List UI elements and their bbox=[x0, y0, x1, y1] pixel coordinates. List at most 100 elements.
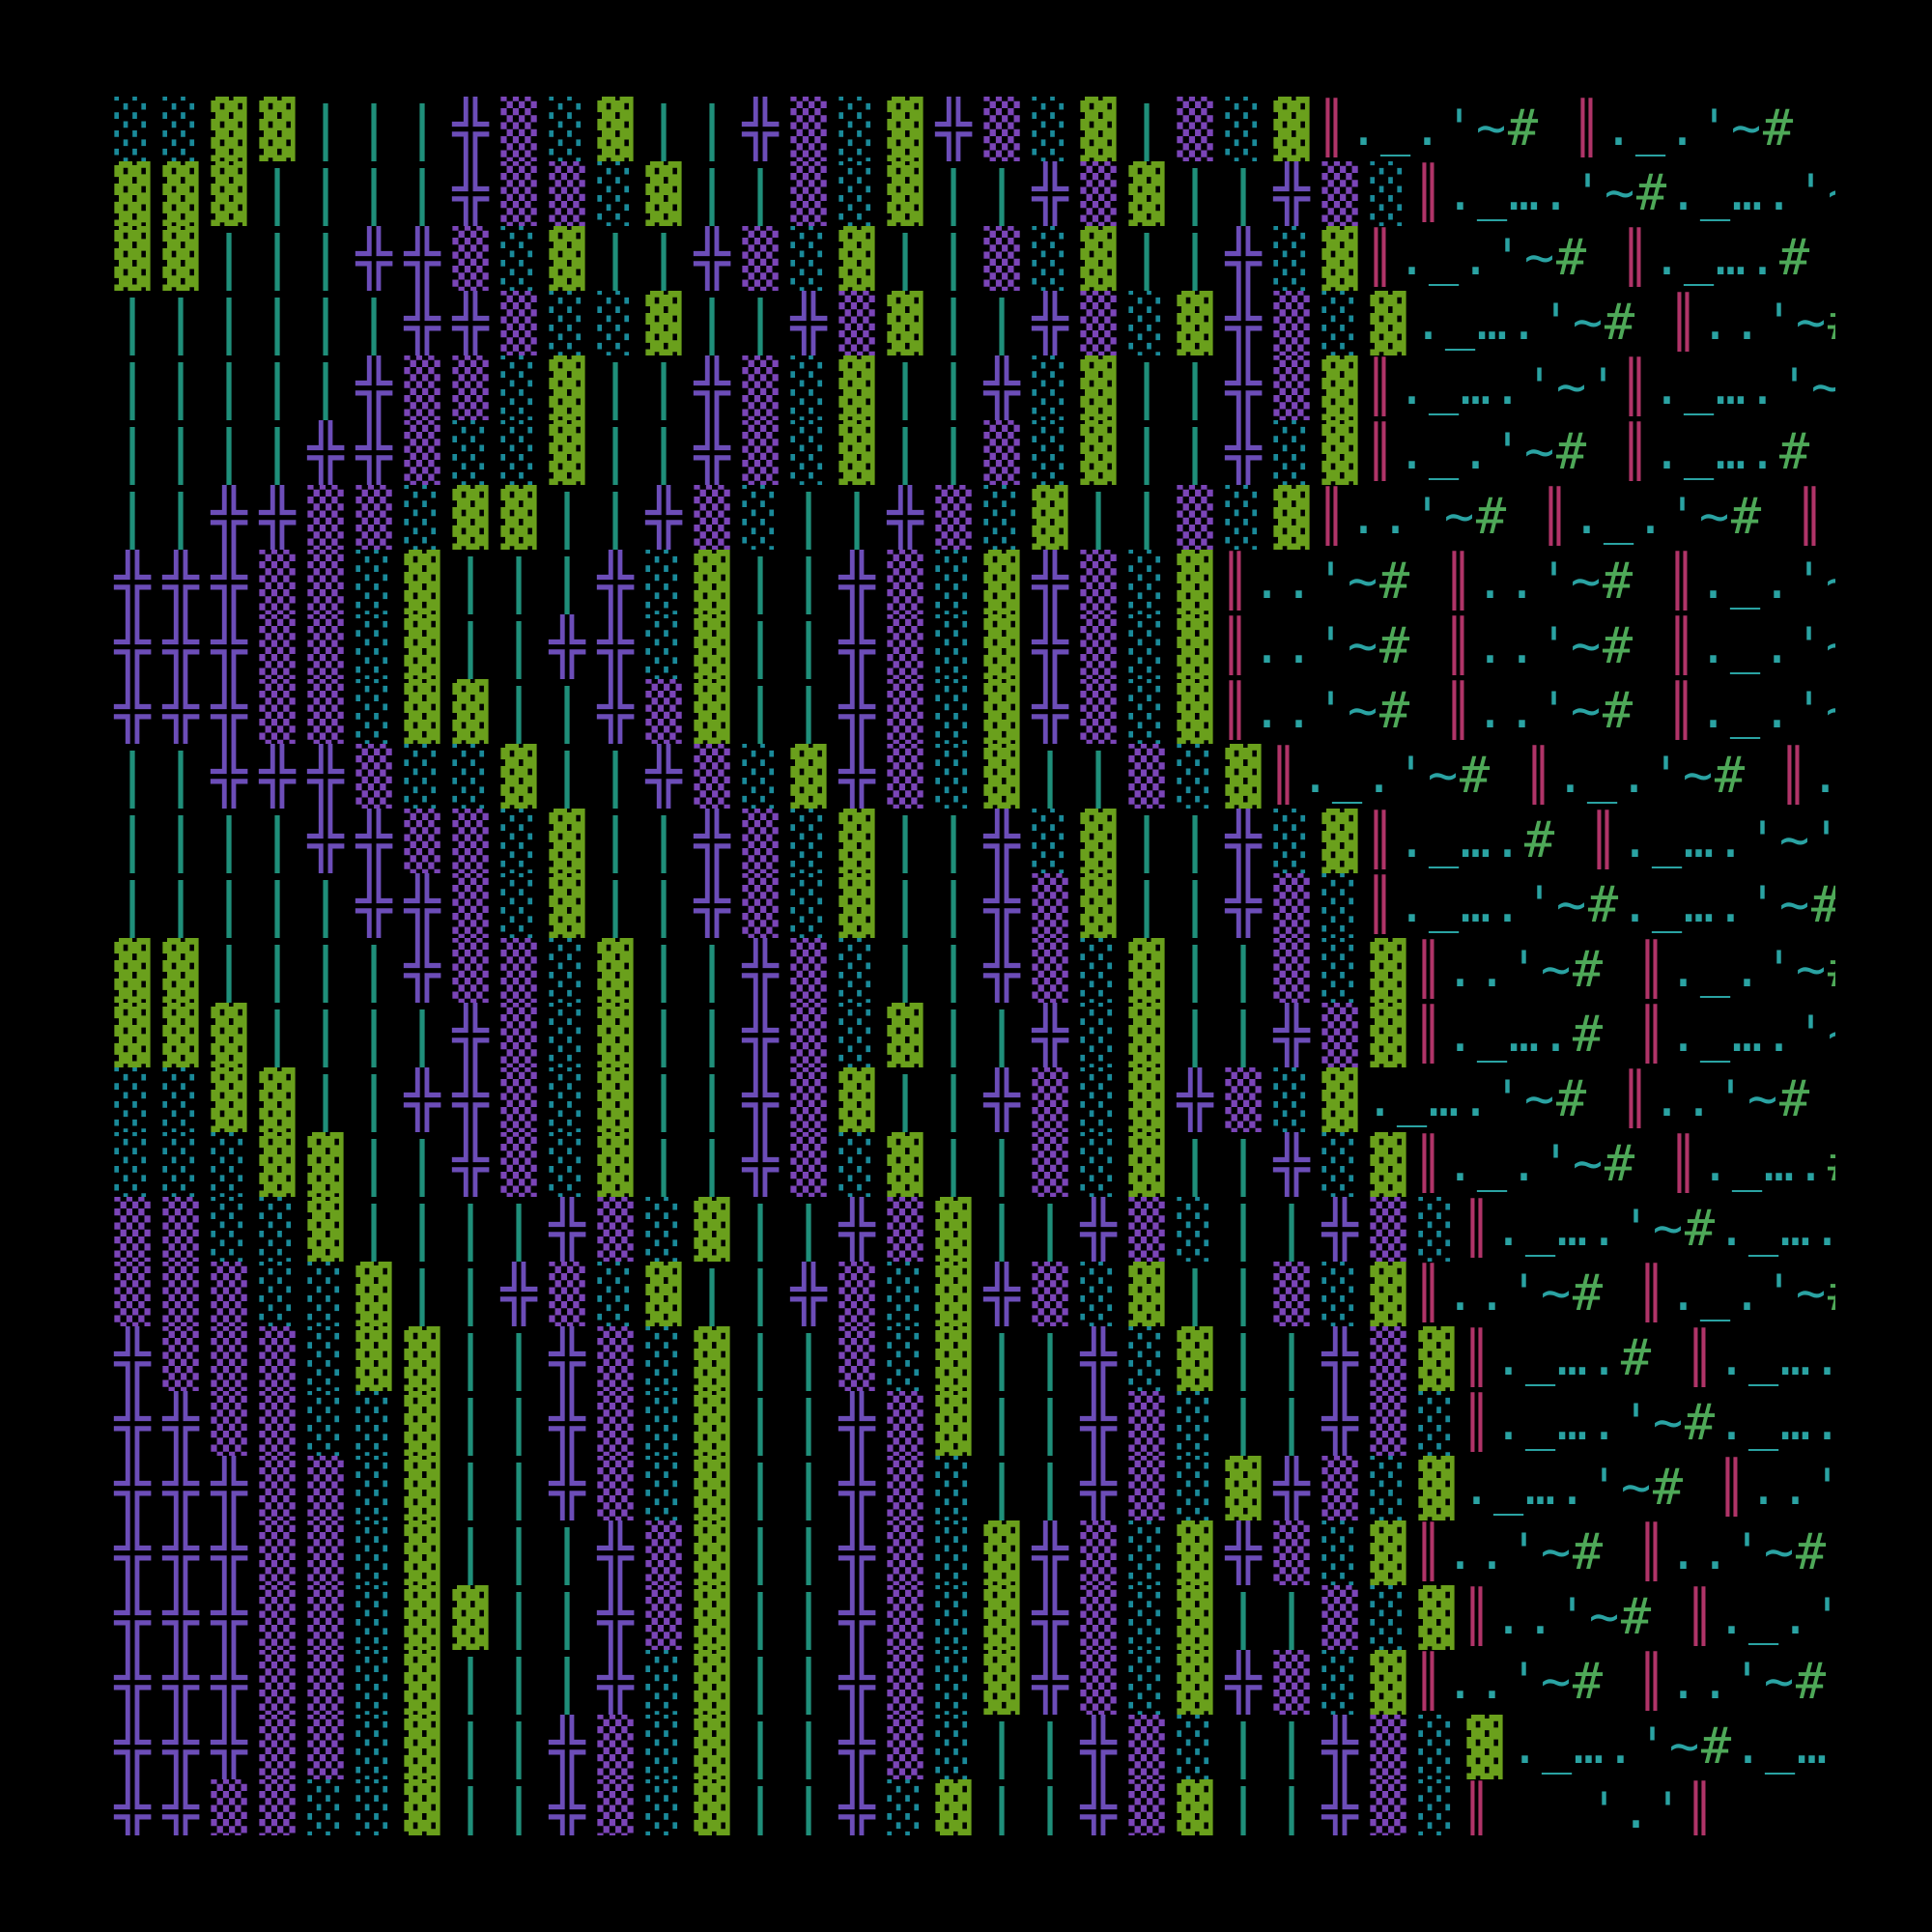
glyph: ▓ bbox=[1321, 809, 1358, 873]
glyph: | bbox=[935, 420, 972, 485]
glyph: | bbox=[500, 1715, 537, 1779]
glyph: . bbox=[1779, 1588, 1811, 1646]
glyph: ▓ bbox=[1128, 1003, 1165, 1067]
glyph: ╬ bbox=[1032, 161, 1068, 226]
glyph: ▒ bbox=[1128, 1456, 1165, 1520]
glyph: . bbox=[1492, 1394, 1524, 1452]
glyph: ▓ bbox=[1177, 679, 1213, 744]
glyph: . bbox=[1716, 1329, 1747, 1387]
glyph: ▓ bbox=[694, 1326, 730, 1391]
glyph: ▓ bbox=[983, 1650, 1020, 1715]
glyph: | bbox=[694, 1262, 730, 1326]
glyph: . bbox=[1731, 1264, 1763, 1322]
glyph: | bbox=[1177, 420, 1213, 485]
glyph: ▓ bbox=[1128, 1132, 1165, 1197]
text-run: ║._….# ║._….'~'║._….'~# ║. bbox=[1412, 1006, 1835, 1064]
glyph: ║ bbox=[1665, 553, 1697, 611]
glyph: ▓ bbox=[694, 679, 730, 744]
glyph: ░ bbox=[404, 485, 440, 550]
glyph: ▒ bbox=[887, 614, 923, 679]
glyph: ▒ bbox=[1321, 1585, 1358, 1650]
glyph: | bbox=[887, 938, 923, 1003]
glyph: ▓ bbox=[1080, 355, 1117, 420]
glyph: ╬ bbox=[1080, 1456, 1117, 1520]
glyph: _ bbox=[1428, 811, 1460, 869]
glyph: ░ bbox=[645, 1391, 682, 1456]
text-run: ║..'~# ║..'~# ║._.'~# ║._….' bbox=[1219, 617, 1835, 675]
glyph: | bbox=[645, 420, 682, 485]
block-run: ╬ ╬ ▒ ▒ ░ ░ ▓ | | ╬ ▒ ░ ▓ | | ╬ ░ ▓ | | ╬ ▒ ▓ | | ╬ ▒ ░ bbox=[108, 1779, 1461, 1835]
block-run: ╬ ╬ ▒ ▒ ░ ░ ▓ | | ╬ ▒ ░ ▓ | | ╬ ▒ ▓ | | ╬ ▒ ░ | | ╬ ▒ ░ bbox=[108, 1391, 1461, 1456]
glyph: # bbox=[1507, 99, 1539, 157]
glyph: ╬ bbox=[404, 1067, 440, 1132]
glyph: | bbox=[162, 420, 199, 485]
glyph: ▒ bbox=[983, 420, 1020, 485]
glyph: ▒ bbox=[452, 809, 489, 873]
glyph: | bbox=[1177, 355, 1213, 420]
glyph: ▒ bbox=[1177, 485, 1213, 550]
glyph: ▒ bbox=[500, 97, 537, 161]
glyph: ╬ bbox=[597, 614, 634, 679]
glyph: ▓ bbox=[162, 938, 199, 1003]
glyph: ▓ bbox=[162, 226, 199, 291]
glyph: ╬ bbox=[838, 744, 875, 809]
glyph: ▓ bbox=[694, 1456, 730, 1520]
glyph: ▒ bbox=[1080, 291, 1117, 355]
glyph: . bbox=[1716, 1588, 1747, 1646]
glyph: ' bbox=[1540, 1135, 1572, 1193]
glyph: ~ bbox=[1825, 679, 1835, 744]
glyph: … bbox=[1731, 1006, 1763, 1064]
block-run: ╬ ╬ ╬ ▒ ▒ ░ ▓ | | | ╬ ░ ▓ | | ╬ ▒ ░ ▓ ╬ ▒ ░ ▓ ╬ ▒ ░ ▓ bbox=[108, 1650, 1412, 1715]
glyph: | bbox=[597, 744, 634, 809]
text-run: ║..'~# ║._.'~# ║._….'~# bbox=[1412, 1264, 1835, 1322]
glyph: | bbox=[887, 420, 923, 485]
glyph: ' bbox=[1540, 294, 1572, 352]
glyph: | bbox=[645, 97, 682, 161]
glyph: ~ bbox=[1555, 876, 1587, 934]
glyph: ░ bbox=[1177, 744, 1213, 809]
glyph: ░ bbox=[452, 744, 489, 809]
glyph: ▒ bbox=[1370, 1715, 1406, 1779]
glyph: ▓ bbox=[1128, 161, 1165, 226]
glyph: | bbox=[790, 1585, 827, 1650]
glyph: … bbox=[1524, 1459, 1556, 1517]
glyph: | bbox=[307, 938, 344, 1003]
glyph: ╬ bbox=[694, 420, 730, 485]
block-run: ░ ░ ░ ▓ ▓ | | ╬ ▒ ░ ▓ | | ╬ ▒ ░ ▓ | | ▒ ░ ▓ | | ╬ ░ ▓ bbox=[108, 1132, 1412, 1197]
glyph: | bbox=[162, 485, 199, 550]
glyph: ▒ bbox=[307, 614, 344, 679]
glyph: | bbox=[645, 873, 682, 938]
glyph: ' bbox=[1620, 1200, 1652, 1258]
glyph: ╬ bbox=[355, 226, 392, 291]
glyph: ░ bbox=[1032, 97, 1068, 161]
glyph: ╬ bbox=[597, 1520, 634, 1585]
glyph: ▓ bbox=[355, 1262, 392, 1326]
glyph: ║ bbox=[1461, 1782, 1492, 1835]
glyph: | bbox=[211, 938, 247, 1003]
glyph: ▒ bbox=[259, 1520, 296, 1585]
glyph: . bbox=[1732, 1718, 1764, 1776]
block-run: ╬ ╬ ╬ ▒ ▒ ░ ▓ | | ╬ ▒ ░ ▓ | | ╬ ▒ ░ | | ╬ ▒ ░ ▓ ╬ ▒ ░ ▓ bbox=[108, 1456, 1461, 1520]
glyph: | bbox=[1032, 1197, 1068, 1262]
glyph: ╬ bbox=[1080, 1715, 1117, 1779]
glyph: ▒ bbox=[259, 1715, 296, 1779]
glyph: | bbox=[597, 355, 634, 420]
glyph: | bbox=[259, 226, 296, 291]
glyph: ▓ bbox=[645, 161, 682, 226]
glyph: ~ bbox=[1347, 617, 1378, 675]
glyph: ╬ bbox=[162, 1650, 199, 1715]
ascii-row: ▓ ▓ ▓ | | | | ╬ ▒ ░ ▓ | | ╬ ▒ ░ ▓ | | ╬ ░ ▓ | | ╬ ▒ ▓ ║._….# ║._….'… bbox=[108, 1003, 1835, 1067]
glyph: ░ bbox=[1080, 1067, 1117, 1132]
ascii-row: | | ╬ ╬ ╬ ▒ ░ ░ ▓ | | ╬ ▒ ░ ▓ ╬ ▒ ░ ▓ | | ▒ ░ ▓ ║._.'~# ║._.'~# … bbox=[108, 744, 1835, 809]
glyph: | bbox=[1177, 226, 1213, 291]
glyph: ╬ bbox=[1321, 1197, 1358, 1262]
glyph: ▓ bbox=[1321, 420, 1358, 485]
glyph: | bbox=[452, 1197, 489, 1262]
glyph: ▓ bbox=[1080, 420, 1117, 485]
glyph: . bbox=[1828, 1715, 1835, 1779]
glyph: | bbox=[1273, 1391, 1310, 1456]
glyph: | bbox=[1225, 1262, 1262, 1326]
glyph: ╬ bbox=[887, 485, 923, 550]
glyph: | bbox=[645, 1003, 682, 1067]
block-run: ╬ ╬ ╬ ▒ ▒ ░ ▓ | | | ╬ ▒ ▓ | | ╬ ▒ ░ ▓ ╬ ▒ ░ ▓ ╬ ▒ ░ ▓ bbox=[108, 1520, 1412, 1585]
